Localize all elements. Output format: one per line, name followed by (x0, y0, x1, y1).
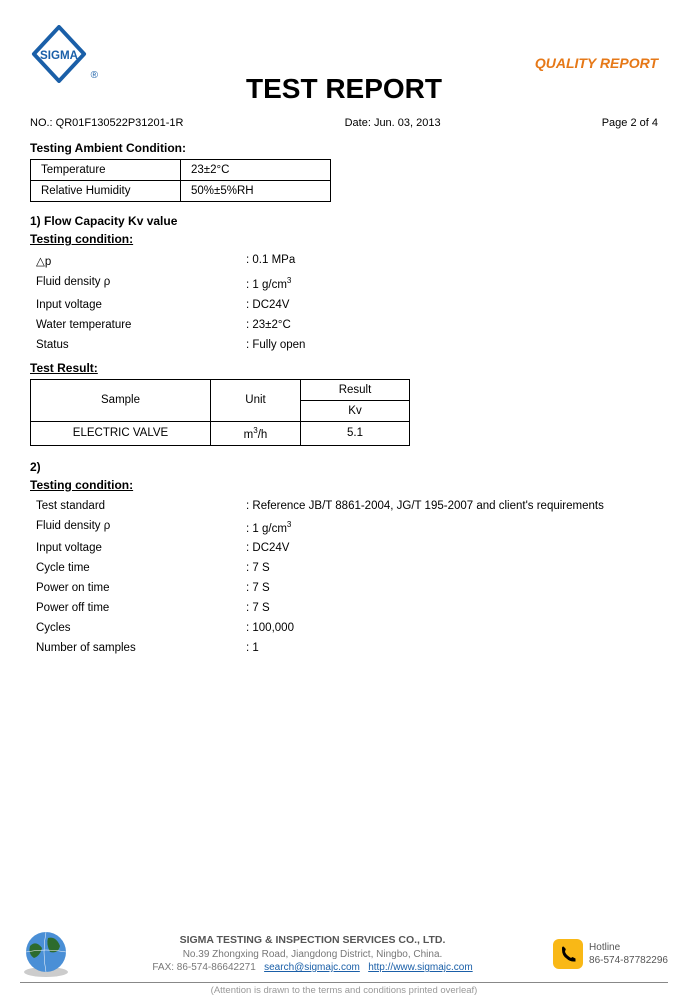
condition-key: Power off time (36, 602, 246, 614)
condition-row: △p: 0.1 MPa (36, 254, 658, 268)
section1-conditions: △p: 0.1 MPaFluid density ρ: 1 g/cm3Input… (36, 254, 658, 351)
cell-unit: m3/h (211, 421, 301, 445)
header-unit: Unit (211, 379, 301, 421)
condition-key: Fluid density ρ (36, 276, 246, 291)
condition-key: Number of samples (36, 642, 246, 654)
header-result: Result (301, 379, 410, 400)
condition-value: : 1 g/cm3 (246, 276, 291, 291)
condition-value: : Reference JB/T 8861-2004, JG/T 195-200… (246, 500, 604, 512)
condition-row: Number of samples: 1 (36, 642, 658, 654)
condition-value: : 7 S (246, 562, 270, 574)
condition-row: Input voltage: DC24V (36, 542, 658, 554)
testing-condition-label: Testing condition: (30, 232, 133, 246)
section1-title: 1) Flow Capacity Kv value (30, 214, 658, 228)
condition-key: Status (36, 339, 246, 351)
report-number: NO.: QR01F130522P31201-1R (30, 117, 183, 129)
ambient-key: Relative Humidity (31, 181, 181, 202)
condition-key: △p (36, 254, 246, 268)
fax: FAX: 86-574-86642271 (152, 962, 255, 973)
condition-value: : 1 g/cm3 (246, 520, 291, 535)
condition-key: Input voltage (36, 542, 246, 554)
condition-value: : 7 S (246, 602, 270, 614)
condition-value: : 1 (246, 642, 259, 654)
hotline-block: Hotline 86-574-87782296 (553, 939, 668, 969)
condition-key: Water temperature (36, 319, 246, 331)
condition-key: Power on time (36, 582, 246, 594)
condition-value: : 23±2°C (246, 319, 291, 331)
phone-icon (553, 939, 583, 969)
ambient-key: Temperature (31, 160, 181, 181)
ambient-table: Temperature 23±2°C Relative Humidity 50%… (30, 159, 331, 202)
ambient-val: 50%±5%RH (181, 181, 331, 202)
company-address: No.39 Zhongxing Road, Jiangdong District… (72, 948, 553, 962)
condition-row: Status: Fully open (36, 339, 658, 351)
condition-row: Input voltage: DC24V (36, 299, 658, 311)
quality-report-label: QUALITY REPORT (535, 55, 658, 71)
table-row: Relative Humidity 50%±5%RH (31, 181, 331, 202)
condition-row: Cycles: 100,000 (36, 622, 658, 634)
section2-conditions: Test standard: Reference JB/T 8861-2004,… (36, 500, 658, 655)
report-date: Date: Jun. 03, 2013 (345, 117, 441, 129)
condition-key: Test standard (36, 500, 246, 512)
cell-sample: ELECTRIC VALVE (31, 421, 211, 445)
section2-title: 2) (30, 460, 658, 474)
ambient-label: Testing Ambient Condition: (30, 141, 658, 155)
condition-row: Test standard: Reference JB/T 8861-2004,… (36, 500, 658, 512)
condition-key: Cycles (36, 622, 246, 634)
testing-condition-label: Testing condition: (30, 478, 133, 492)
ambient-val: 23±2°C (181, 160, 331, 181)
condition-key: Input voltage (36, 299, 246, 311)
hotline-text: Hotline 86-574-87782296 (589, 941, 668, 967)
condition-value: : Fully open (246, 339, 305, 351)
table-row: ELECTRIC VALVE m3/h 5.1 (31, 421, 410, 445)
condition-row: Cycle time: 7 S (36, 562, 658, 574)
site-link[interactable]: http://www.sigmajc.com (368, 962, 472, 973)
page-title: TEST REPORT (30, 73, 658, 105)
header-kv: Kv (301, 400, 410, 421)
footer-text: SIGMA TESTING & INSPECTION SERVICES CO.,… (72, 933, 553, 974)
test-result-label: Test Result: (30, 361, 658, 375)
cell-kv: 5.1 (301, 421, 410, 445)
condition-row: Power on time: 7 S (36, 582, 658, 594)
page-number: Page 2 of 4 (602, 117, 658, 129)
condition-row: Fluid density ρ: 1 g/cm3 (36, 276, 658, 291)
email-link[interactable]: search@sigmajc.com (264, 962, 360, 973)
table-row: Temperature 23±2°C (31, 160, 331, 181)
condition-value: : DC24V (246, 299, 289, 311)
condition-value: : 7 S (246, 582, 270, 594)
footer: SIGMA TESTING & INSPECTION SERVICES CO.,… (0, 928, 688, 1000)
condition-row: Water temperature: 23±2°C (36, 319, 658, 331)
condition-key: Cycle time (36, 562, 246, 574)
sigma-logo: SIGMA ® (30, 25, 88, 83)
table-row: Sample Unit Result (31, 379, 410, 400)
condition-value: : DC24V (246, 542, 289, 554)
condition-value: : 0.1 MPa (246, 254, 295, 268)
company-name: SIGMA TESTING & INSPECTION SERVICES CO.,… (72, 933, 553, 947)
condition-key: Fluid density ρ (36, 520, 246, 535)
condition-value: : 100,000 (246, 622, 294, 634)
globe-icon (20, 928, 72, 980)
meta-row: NO.: QR01F130522P31201-1R Date: Jun. 03,… (30, 117, 658, 129)
svg-text:SIGMA: SIGMA (40, 49, 79, 62)
attention-text: (Attention is drawn to the terms and con… (20, 985, 668, 996)
registered-mark: ® (91, 70, 98, 81)
condition-row: Power off time: 7 S (36, 602, 658, 614)
header-sample: Sample (31, 379, 211, 421)
condition-row: Fluid density ρ: 1 g/cm3 (36, 520, 658, 535)
result-table: Sample Unit Result Kv ELECTRIC VALVE m3/… (30, 379, 410, 446)
